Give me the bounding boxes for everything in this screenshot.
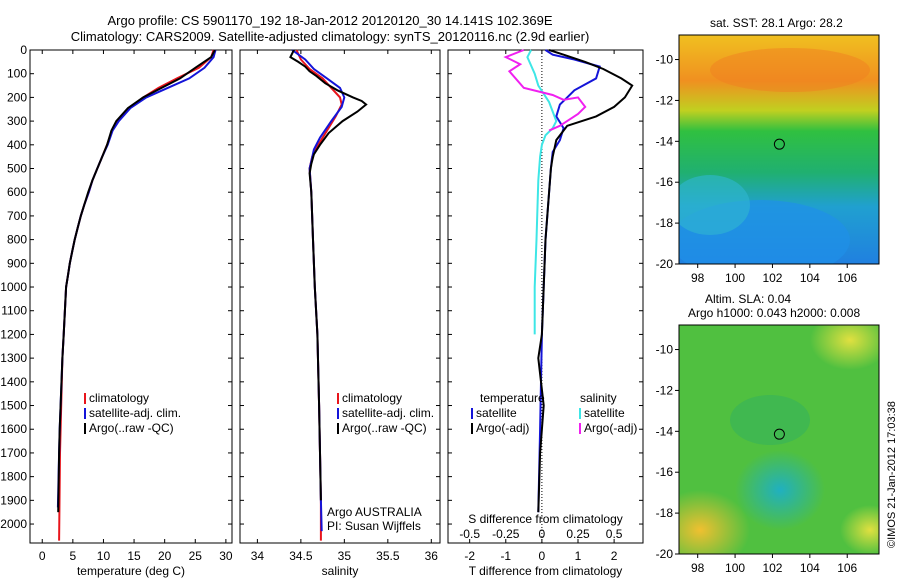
x-axis-label-top: S difference from climatology	[468, 512, 623, 526]
x-top-tick-label: -0.25	[492, 527, 520, 541]
series-line-argo-raw-qc-	[289, 49, 368, 501]
legend-label: satellite-adj. clim.	[89, 406, 181, 420]
x-tick-label: 35	[338, 549, 352, 563]
profile-panel-2: 34 34.5 35 35.5 36 salinity climatologysatelli…	[239, 49, 441, 578]
timestamp-stamp: ©IMOS 21-Jan-2012 17:03:38	[886, 401, 898, 548]
legend-label: Argo(-adj)	[476, 421, 529, 435]
profile-panel-3: -2 -1 0 1 2T difference from climatology S di…	[447, 49, 644, 578]
y-tick-label: 0	[20, 43, 27, 57]
x-tick-label: 0	[39, 549, 46, 563]
sla-map-title1: Altim. SLA: 0.04	[705, 292, 792, 306]
y-tick-label: 1000	[0, 280, 27, 294]
legend-label: climatology	[89, 391, 149, 405]
legend-label: salinity	[580, 391, 617, 405]
legend-label: Argo(..raw -QC)	[89, 421, 174, 435]
x-tick-label: 5	[70, 549, 77, 563]
plot-frame	[447, 49, 644, 544]
x-top-tick-label: 0	[539, 527, 546, 541]
chart-title-line2: Climatology: CARS2009. Satellite-adjuste…	[70, 29, 590, 44]
legend-label: satellite-adj. clim.	[342, 406, 434, 420]
x-tick-label: 25	[189, 549, 203, 563]
x-top-tick-label: 0.5	[606, 527, 623, 541]
x-tick-label: 0	[539, 549, 546, 563]
x-tick-label: 20	[158, 549, 172, 563]
x-top-tick-label: 0.25	[566, 527, 590, 541]
y-tick-label: 700	[7, 209, 27, 223]
x-tick-label: 34	[251, 549, 265, 563]
y-tick-label: 900	[7, 256, 27, 270]
x-tick-label: 2	[611, 549, 618, 563]
legend-label: satellite	[584, 406, 625, 420]
y-tick-label: 800	[7, 233, 27, 247]
profile-panel-1: 0100200300400500600700800900100011001200…	[0, 43, 233, 578]
legend-label: climatology	[342, 391, 402, 405]
x-tick-label: 10	[97, 549, 111, 563]
legend-label: Argo(..raw -QC)	[342, 421, 427, 435]
x-axis-label: T difference from climatology	[469, 564, 623, 578]
series-line-climatology	[58, 49, 215, 541]
x-tick-label: 30	[219, 549, 233, 563]
y-tick-label: 300	[7, 114, 27, 128]
y-tick-label: 500	[7, 162, 27, 176]
y-tick-label: 1400	[0, 375, 27, 389]
legend-label: Argo(-adj)	[584, 421, 637, 435]
y-tick-label: 1100	[1, 304, 27, 318]
plot-frame	[29, 49, 233, 544]
x-tick-label: -1	[500, 549, 511, 563]
y-tick-label: 200	[7, 90, 27, 104]
annotation-text: Argo AUSTRALIA	[327, 505, 422, 519]
x-tick-label: 15	[127, 549, 141, 563]
series-line-satellite-adj-clim-	[56, 49, 217, 508]
series-line-argo-adj-	[503, 49, 587, 132]
x-tick-label: 35.5	[376, 549, 400, 563]
x-axis-label: salinity	[322, 564, 359, 578]
plot-frame	[239, 49, 441, 544]
y-tick-label: 1200	[0, 327, 27, 341]
y-tick-label: 1700	[0, 446, 27, 460]
legend-label: satellite	[476, 406, 517, 420]
series-line-satellite-adj-clim-	[291, 49, 346, 532]
x-top-tick-label: -0.5	[459, 527, 480, 541]
sst-map-title: sat. SST: 28.1 Argo: 28.2	[710, 16, 843, 30]
y-tick-label: 400	[7, 138, 27, 152]
series-line-satellite	[526, 49, 558, 335]
series-line-argo-adj-	[537, 49, 634, 513]
x-tick-label: 36	[425, 549, 439, 563]
chart-title-line1: Argo profile: CS 5901170_192 18-Jan-2012…	[107, 13, 553, 28]
x-axis-label: temperature (deg C)	[77, 564, 185, 578]
y-tick-label: 1900	[0, 493, 27, 507]
series-line-climatology	[295, 49, 343, 541]
y-tick-label: 600	[7, 185, 27, 199]
series-line-argo-raw-qc-	[57, 49, 216, 513]
x-tick-label: -2	[464, 549, 475, 563]
y-tick-label: 1800	[0, 470, 27, 484]
x-tick-label: 1	[575, 549, 582, 563]
y-tick-label: 1600	[0, 422, 27, 436]
annotation-text: PI: Susan Wijffels	[327, 519, 421, 533]
sla-map-title2: Argo h1000: 0.043 h2000: 0.008	[688, 306, 861, 320]
y-tick-label: 1300	[0, 351, 27, 365]
legend-label: temperature	[480, 391, 545, 405]
x-tick-label: 34.5	[289, 549, 313, 563]
y-tick-label: 100	[7, 67, 27, 81]
y-tick-label: 1500	[0, 399, 27, 413]
y-tick-label: 2000	[0, 517, 27, 531]
